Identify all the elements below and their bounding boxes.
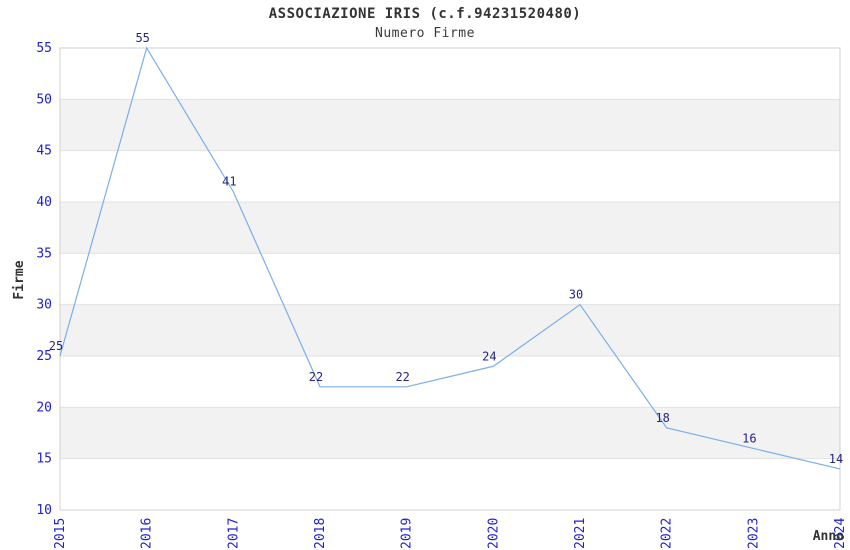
x-tick-label: 2016 — [140, 518, 155, 549]
data-point-label: 18 — [655, 411, 669, 425]
data-point-label: 16 — [742, 431, 756, 445]
x-tick-label: 2024 — [833, 518, 848, 549]
data-point-label: 22 — [395, 370, 409, 384]
data-point-label: 55 — [135, 31, 149, 45]
y-tick-label: 15 — [36, 452, 52, 467]
y-tick-label: 30 — [36, 298, 52, 313]
y-tick-label: 20 — [36, 400, 52, 415]
grid-band — [60, 99, 840, 151]
chart-subtitle: Numero Firme — [375, 26, 475, 41]
data-point-label: 22 — [309, 370, 323, 384]
x-tick-label: 2023 — [746, 518, 761, 549]
y-tick-label: 35 — [36, 246, 52, 261]
data-point-label: 41 — [222, 175, 236, 189]
y-tick-label: 50 — [36, 92, 52, 107]
x-tick-label: 2019 — [400, 518, 415, 549]
y-axis-label: Firme — [12, 260, 27, 300]
grid-band — [60, 304, 840, 356]
y-tick-label: 55 — [36, 41, 52, 56]
data-point-label: 14 — [829, 452, 843, 466]
data-point-label: 24 — [482, 349, 496, 363]
grid-band — [60, 202, 840, 254]
x-tick-label: 2018 — [313, 518, 328, 549]
chart-title: ASSOCIAZIONE IRIS (c.f.94231520480) — [268, 6, 582, 22]
y-tick-label: 45 — [36, 144, 52, 159]
grid-band — [60, 407, 840, 459]
x-tick-label: 2022 — [660, 518, 675, 549]
x-axis-label: Anno — [812, 529, 844, 544]
x-tick-label: 2020 — [486, 518, 501, 549]
y-tick-label: 40 — [36, 195, 52, 210]
y-tick-label: 25 — [36, 349, 52, 364]
y-tick-label: 10 — [36, 503, 52, 518]
x-tick-label: 2017 — [226, 518, 241, 549]
x-tick-label: 2021 — [573, 518, 588, 549]
data-point-label: 25 — [49, 339, 63, 353]
plot-border — [59, 47, 841, 511]
series-line — [59, 46, 841, 470]
x-tick-label: 2015 — [53, 518, 68, 549]
data-point-label: 30 — [569, 288, 583, 302]
